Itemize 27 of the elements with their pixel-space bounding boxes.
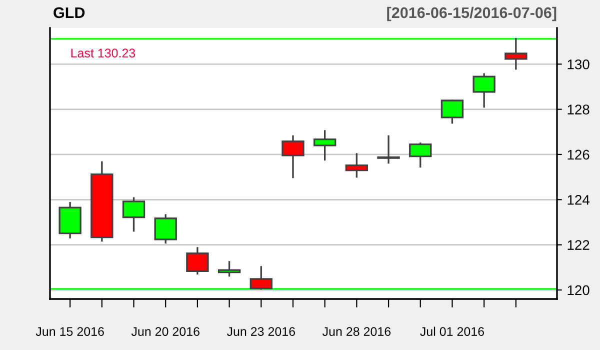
y-tick-label: 126 [568, 150, 590, 160]
candlestick [409, 142, 432, 168]
candlestick [218, 261, 241, 277]
candlestick [186, 247, 209, 275]
x-tick-label: Jun 28 2016 [322, 327, 391, 336]
x-tick-label: Jul 01 2016 [420, 326, 484, 336]
y-tick-label: 124 [568, 194, 590, 205]
candlestick [313, 130, 336, 160]
y-tick-label: 120 [568, 285, 590, 296]
candlestick [472, 73, 496, 108]
candlestick [154, 214, 177, 244]
y-tick-label: 130 [568, 59, 590, 70]
y-tick-label: 122 [568, 240, 590, 250]
candlestick [282, 135, 304, 178]
candlestick [377, 135, 400, 164]
x-tick-label: Jun 23 2016 [226, 327, 296, 336]
candlestick [345, 153, 368, 178]
chart-title: GLD [54, 7, 85, 18]
chart-subtitle: [2016-06-15/2016-07-06] [387, 6, 556, 22]
candlestick [250, 266, 272, 290]
candlestick [440, 100, 464, 124]
x-tick-label: Jun 20 2016 [131, 327, 200, 336]
candlestick [504, 38, 528, 70]
annotation: Last 130.23 [71, 48, 136, 58]
y-tick-label: 128 [568, 104, 590, 114]
candlestick [122, 197, 146, 232]
x-tick-label: Jun 15 2016 [36, 327, 104, 336]
